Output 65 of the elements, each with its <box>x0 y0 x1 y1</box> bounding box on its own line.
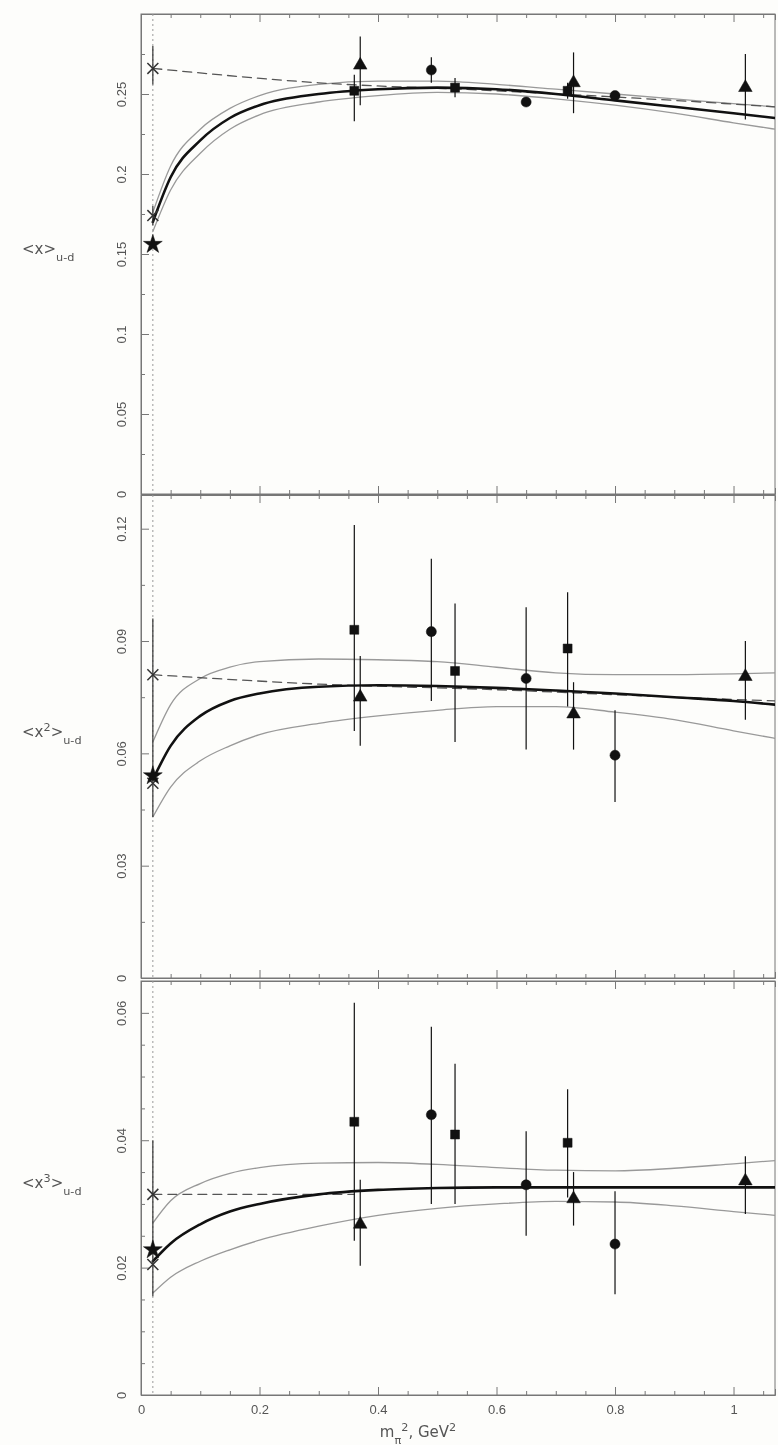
point <box>566 74 581 87</box>
x-tick-label: 0.4 <box>369 1402 388 1418</box>
y-tick-label: 0.02 <box>113 1255 129 1281</box>
x-tick-label: 0.2 <box>250 1402 270 1418</box>
point <box>349 625 360 635</box>
point <box>143 1239 163 1259</box>
y-tick-label: 0 <box>113 490 129 499</box>
point <box>609 90 621 101</box>
point <box>738 79 753 92</box>
x-tick-label: 0.6 <box>487 1402 507 1418</box>
point <box>520 96 532 108</box>
point <box>738 668 753 681</box>
line-series <box>152 1200 775 1294</box>
x-tick-label: 0.8 <box>606 1402 625 1418</box>
point <box>450 82 460 93</box>
y-tick-label: 0.09 <box>113 628 129 655</box>
y-tick-label: 0.06 <box>113 1000 129 1026</box>
y-tick-label: 0.04 <box>113 1128 129 1154</box>
point <box>143 765 163 785</box>
x-tick-label: 0 <box>137 1402 146 1418</box>
point <box>738 1172 753 1186</box>
y-axis-title: <x$^{3}$>$_{u-d}$ <box>22 1171 82 1198</box>
point <box>143 234 163 253</box>
x-axis-title: m$_{π}$$^{2}$, GeV$^{2}$ <box>379 1420 457 1445</box>
y-tick-label: 0.06 <box>113 741 129 767</box>
point <box>520 1179 532 1191</box>
point <box>353 1216 368 1229</box>
line-series <box>152 658 775 743</box>
point <box>562 1138 573 1148</box>
x-tick-label: 1 <box>730 1402 738 1418</box>
point <box>426 64 437 76</box>
point <box>146 62 160 75</box>
point <box>450 1129 460 1140</box>
y-tick-label: 0.03 <box>113 853 129 879</box>
point <box>146 1258 160 1271</box>
point <box>349 86 360 96</box>
point <box>562 86 573 96</box>
y-tick-label: 0 <box>113 974 129 983</box>
line-series <box>152 705 775 818</box>
point <box>146 209 160 222</box>
point <box>146 1188 160 1201</box>
point <box>562 643 573 654</box>
y-tick-label: 0.05 <box>113 401 129 428</box>
point <box>426 626 437 637</box>
y-tick-label: 0.25 <box>113 81 129 108</box>
point <box>353 689 368 702</box>
point <box>146 668 160 681</box>
y-tick-label: 0.12 <box>113 516 129 542</box>
y-tick-label: 0.2 <box>113 165 129 184</box>
point <box>146 777 160 790</box>
point <box>426 1109 437 1121</box>
point <box>609 749 621 761</box>
point <box>349 1117 360 1127</box>
point <box>609 1238 621 1250</box>
line-series <box>152 1159 775 1224</box>
y-axis-title: <x$^{2}$>$_{u-d}$ <box>22 720 82 746</box>
point <box>353 57 368 70</box>
point <box>566 1190 581 1203</box>
y-axis-title: <x>$_{u-d}$ <box>22 240 75 264</box>
y-tick-label: 0 <box>113 1391 129 1400</box>
point <box>566 705 581 719</box>
y-tick-label: 0.1 <box>113 325 129 344</box>
y-tick-label: 0.15 <box>113 241 129 268</box>
point <box>450 666 460 676</box>
point <box>520 673 532 684</box>
